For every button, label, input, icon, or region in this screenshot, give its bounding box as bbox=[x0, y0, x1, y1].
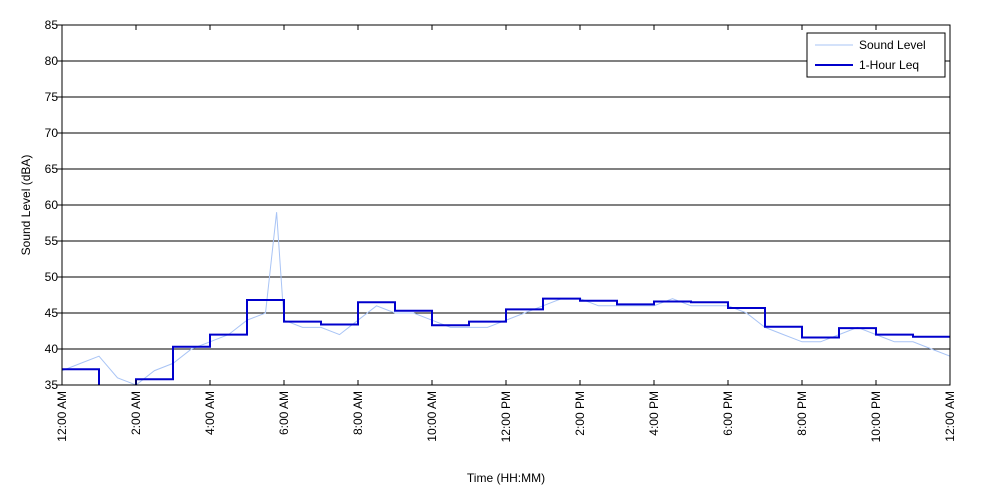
x-tick-label: 12:00 AM bbox=[55, 391, 69, 442]
x-tick-label: 10:00 PM bbox=[869, 391, 883, 442]
x-axis: 12:00 AM 2:00 AM 4:00 AM 6:00 AM 8:00 AM 10:0… bbox=[55, 25, 957, 442]
series-layer bbox=[62, 212, 950, 385]
y-axis: 35 40 45 50 55 60 65 70 75 80 85 bbox=[45, 18, 62, 392]
y-tick-label: 85 bbox=[45, 18, 59, 32]
y-tick-label: 60 bbox=[45, 198, 59, 212]
series-line-sound-level bbox=[62, 212, 950, 385]
y-tick-label: 70 bbox=[45, 126, 59, 140]
x-tick-label: 6:00 PM bbox=[721, 391, 735, 436]
y-tick-label: 50 bbox=[45, 270, 59, 284]
y-tick-label: 55 bbox=[45, 234, 59, 248]
legend-label-sound-level: Sound Level bbox=[859, 38, 926, 52]
legend: Sound Level 1-Hour Leq bbox=[806, 32, 946, 78]
x-tick-label: 4:00 AM bbox=[203, 391, 217, 435]
x-tick-label: 8:00 PM bbox=[795, 391, 809, 436]
x-tick-label: 2:00 AM bbox=[129, 391, 143, 435]
x-tick-label: 8:00 AM bbox=[351, 391, 365, 435]
y-axis-label: Sound Level (dBA) bbox=[19, 155, 33, 256]
x-tick-label: 12:00 PM bbox=[499, 391, 513, 442]
y-tick-label: 35 bbox=[45, 378, 59, 392]
x-tick-label: 6:00 AM bbox=[277, 391, 291, 435]
y-tick-label: 45 bbox=[45, 306, 59, 320]
legend-label-leq: 1-Hour Leq bbox=[859, 58, 919, 72]
y-tick-label: 65 bbox=[45, 162, 59, 176]
series-line-1-hour-leq bbox=[62, 297, 950, 385]
y-tick-label: 75 bbox=[45, 90, 59, 104]
y-tick-label: 40 bbox=[45, 342, 59, 356]
x-tick-label: 10:00 AM bbox=[425, 391, 439, 442]
x-tick-label: 4:00 PM bbox=[647, 391, 661, 436]
y-tick-label: 80 bbox=[45, 54, 59, 68]
legend-box bbox=[806, 32, 946, 78]
x-tick-label: 12:00 AM bbox=[943, 391, 957, 442]
x-tick-label: 2:00 PM bbox=[573, 391, 587, 436]
x-axis-label: Time (HH:MM) bbox=[467, 471, 545, 485]
